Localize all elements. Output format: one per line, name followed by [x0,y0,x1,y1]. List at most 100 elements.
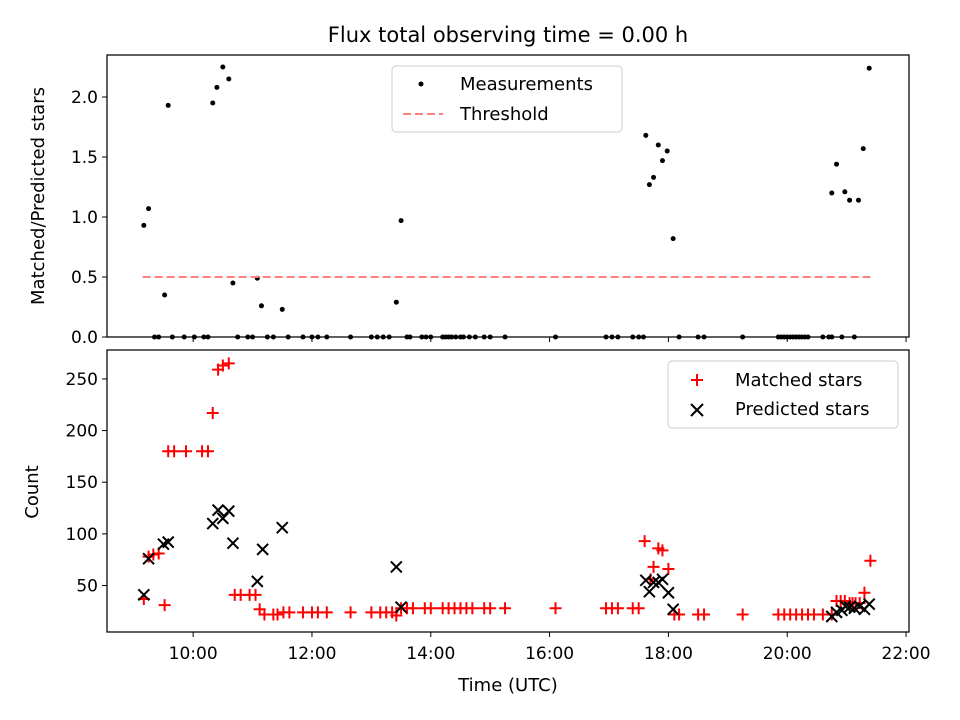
x-tick-label: 20:00 [763,644,812,664]
measurement-point [829,190,835,196]
measurement-point [655,142,661,148]
predicted-star-point [394,601,408,614]
predicted-star-point [137,588,151,602]
matched-star-point [283,606,296,619]
measurement-point [220,64,226,70]
matched-star-point [632,602,645,615]
matched-star-point [673,608,686,621]
matched-star-point [320,606,333,619]
legend-measurements-marker [418,81,424,87]
count-y-axis-label: Count [22,465,43,518]
legend-measurements-label: Measurements [460,74,593,95]
predicted-star-point [843,601,856,614]
predicted-star-point [256,543,269,556]
legend-matched-label: Matched stars [735,370,862,391]
matched-star-point [662,562,675,575]
measurement-point [659,158,665,164]
matched-star-point [499,602,512,615]
measurement-point [210,100,216,106]
y-tick-label: 2.0 [71,88,98,108]
y-tick-label: 50 [76,577,98,597]
measurement-point [279,306,285,312]
predicted-star-point [142,552,155,565]
matched-star-point [271,608,284,621]
measurement-point [651,174,657,180]
x-tick-label: 22:00 [882,644,931,664]
legend-matched-marker [691,374,703,386]
matched-star-point [858,586,871,599]
predicted-star-point [211,503,225,517]
measurement-point [226,76,232,82]
measurement-point [258,303,264,309]
measurement-point [141,222,147,228]
x-tick-label: 14:00 [406,644,455,664]
predicted-star-point [662,586,675,599]
ratio-legend-box [391,65,623,133]
y-tick-label: 100 [66,525,98,545]
predicted-star-point [656,573,669,586]
matched-star-point [158,599,171,612]
matched-star-point [424,602,437,615]
count-legend: Matched stars Predicted stars [667,360,899,429]
ratio-y-ticks: 0.0 0.5 1.0 1.5 2.0 [71,88,107,348]
predicted-star-point [276,521,289,534]
measurement-point [834,161,840,167]
matched-star-point [180,445,193,458]
predicted-star-point [206,517,219,530]
predicted-star-point [639,574,653,587]
matched-star-point [222,357,235,370]
matched-star-point [249,588,262,601]
measurement-point [398,218,404,224]
matched-star-point [638,535,651,548]
legend-threshold-label: Threshold [459,104,549,125]
x-tick-label: 10:00 [169,644,218,664]
matched-star-point [698,608,711,621]
ratio-y-axis-label: Matched/Predicted stars [28,87,49,305]
matched-star-point [466,602,479,615]
predicted-star-point [862,597,876,611]
matched-star-point [201,445,214,458]
measurement-point [670,236,676,242]
legend-predicted-label: Predicted stars [735,399,869,420]
measurement-point [393,299,399,305]
measurement-point [646,182,652,188]
matched-star-point [656,544,669,557]
predicted-star-point [251,575,264,588]
matched-star-point [549,602,562,615]
figure-title: Flux total observing time = 0.00 h [328,23,688,47]
count-legend-box [667,360,899,429]
predicted-star-point [226,536,240,550]
matched-star-point [864,554,877,567]
measurement-point [165,102,171,108]
count-axes-frame [106,349,910,633]
x-axis-label: Time (UTC) [457,675,558,696]
measurement-point [847,197,853,203]
count-y-ticks: 50 100 150 200 250 [66,370,107,597]
predicted-star-point [647,576,660,589]
matched-star-point [216,359,229,372]
matched-star-point [344,606,357,619]
measurement-point [146,206,152,212]
matched-star-point [736,608,749,621]
measurement-point [842,189,848,195]
matched-star-point [406,602,419,615]
ratio-axes-frame [106,54,910,338]
count-points [137,357,877,623]
measurement-point [664,148,670,154]
y-tick-label: 1.5 [71,148,98,168]
predicted-star-point [390,560,403,574]
y-tick-label: 0.0 [71,328,98,348]
matched-star-point [168,445,181,458]
predicted-star-point [666,603,680,616]
y-tick-label: 200 [66,422,98,442]
measurement-point [860,146,866,152]
x-tick-label: 12:00 [287,644,336,664]
matched-star-point [611,602,624,615]
matched-star-point [647,560,660,573]
predicted-star-point [222,504,235,518]
y-tick-label: 1.0 [71,208,98,228]
measurement-point [856,197,862,203]
y-tick-label: 150 [66,473,98,493]
measurement-point [230,280,236,286]
